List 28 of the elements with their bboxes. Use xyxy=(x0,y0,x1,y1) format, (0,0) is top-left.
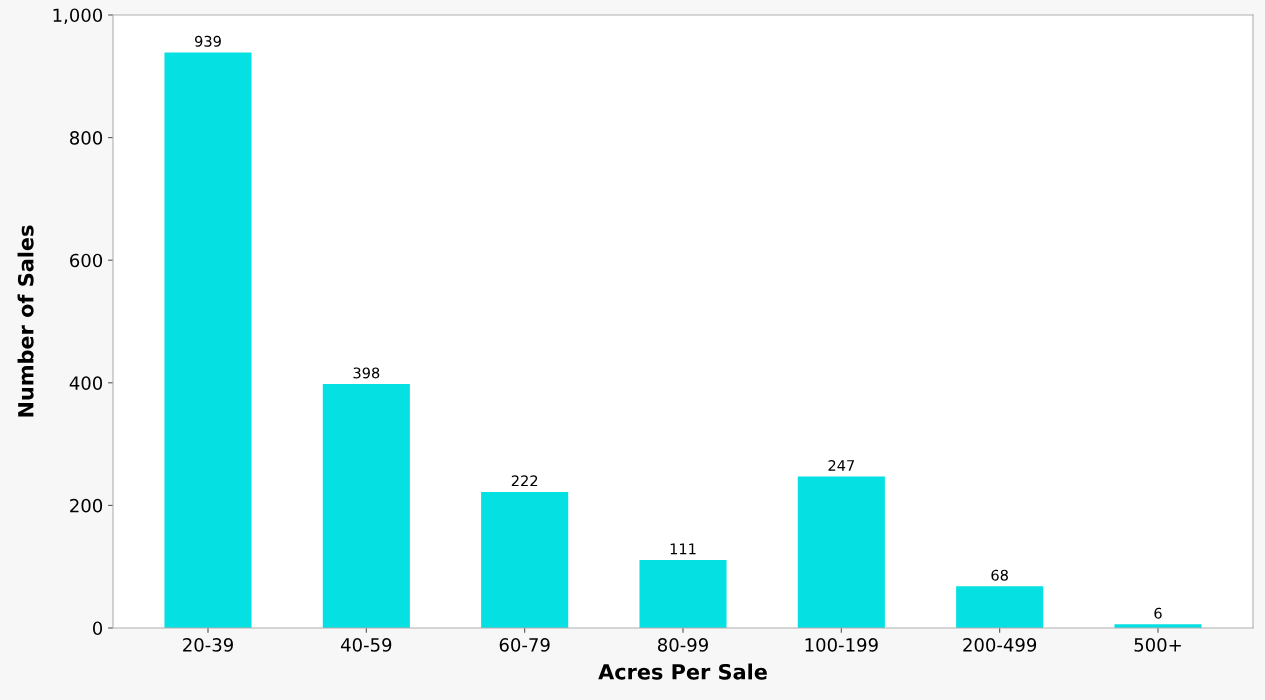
y-tick-label: 800 xyxy=(70,131,103,145)
bar xyxy=(956,586,1044,628)
x-tick-label: 80-99 xyxy=(657,638,708,652)
data-label: 6 xyxy=(1154,607,1162,619)
x-tick-label: 40-59 xyxy=(340,638,392,652)
x-axis-title: Acres Per Sale xyxy=(598,663,767,680)
x-tick-label: 200-499 xyxy=(963,638,1037,652)
x-tick-label: 20-39 xyxy=(183,638,233,652)
y-tick-label: 400 xyxy=(69,376,103,390)
y-tick-label: 1,000 xyxy=(53,8,103,24)
y-tick-label: 600 xyxy=(70,253,103,268)
data-label: 398 xyxy=(353,367,380,379)
bar xyxy=(164,52,252,628)
y-tick-label: 0 xyxy=(92,621,103,636)
bar xyxy=(481,491,569,628)
bar xyxy=(797,476,885,628)
y-tick-label: 200 xyxy=(70,498,103,513)
x-tick-label: 100-199 xyxy=(805,638,878,652)
data-label: 247 xyxy=(828,459,854,471)
x-tick-label: 60-79 xyxy=(499,638,550,652)
bar xyxy=(639,559,727,628)
data-label: 939 xyxy=(195,35,221,47)
bar xyxy=(322,384,410,628)
data-label: 222 xyxy=(511,475,538,487)
x-tick-label: 500+ xyxy=(1134,638,1181,652)
data-label: 68 xyxy=(991,569,1008,581)
data-label: 111 xyxy=(670,543,696,555)
y-axis-title: Number of Sales xyxy=(17,225,34,417)
